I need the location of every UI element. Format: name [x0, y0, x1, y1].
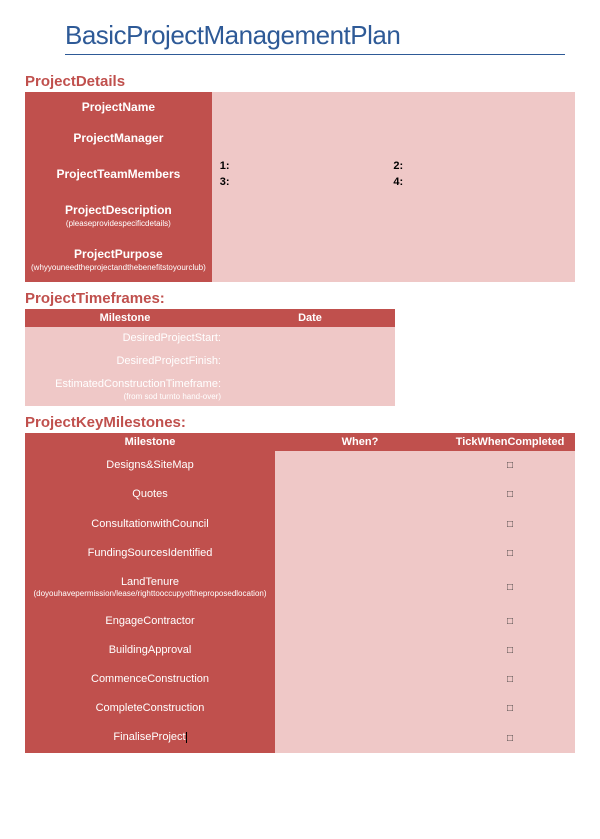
milestone-label: CommenceConstruction — [25, 665, 275, 694]
tf-val-ect[interactable] — [225, 373, 395, 406]
detail-value-name[interactable] — [212, 92, 575, 123]
milestone-label: FundingSourcesIdentified — [25, 539, 275, 568]
member-2[interactable]: 2: — [393, 158, 567, 174]
milestone-label: EngageContractor — [25, 607, 275, 636]
milestone-tick[interactable]: □ — [445, 539, 575, 568]
tf-header-milestone: Milestone — [25, 309, 225, 327]
milestone-tick[interactable]: □ — [445, 694, 575, 723]
milestone-label: FinaliseProject — [25, 723, 275, 752]
milestone-tick[interactable]: □ — [445, 480, 575, 509]
tf-val-finish[interactable] — [225, 350, 395, 373]
timeframes-table: Milestone Date DesiredProjectStart: Desi… — [25, 309, 395, 406]
text-cursor-icon — [186, 731, 187, 743]
milestone-when[interactable] — [275, 480, 445, 509]
milestone-tick[interactable]: □ — [445, 607, 575, 636]
document-title: BasicProjectManagementPlan — [65, 20, 565, 55]
milestone-label: Quotes — [25, 480, 275, 509]
milestone-tick[interactable]: □ — [445, 510, 575, 539]
detail-label-manager: ProjectManager — [25, 123, 212, 154]
detail-value-members[interactable]: 1: 2: 3: 4: — [212, 154, 575, 194]
detail-label-purpose: ProjectPurpose (whyyouneedtheprojectandt… — [25, 238, 212, 282]
milestone-when[interactable] — [275, 539, 445, 568]
tf-row-start: DesiredProjectStart: — [25, 327, 225, 350]
milestone-tick[interactable]: □ — [445, 665, 575, 694]
milestone-tick[interactable]: □ — [445, 636, 575, 665]
detail-value-manager[interactable] — [212, 123, 575, 154]
section-heading-milestones: ProjectKeyMilestones: — [25, 414, 575, 431]
ms-header-milestone: Milestone — [25, 433, 275, 451]
project-details-table: ProjectName ProjectManager ProjectTeamMe… — [25, 92, 575, 282]
section-heading-details: ProjectDetails — [25, 73, 575, 90]
milestone-label: LandTenure(doyouhavepermission/lease/rig… — [25, 568, 275, 607]
detail-value-description[interactable] — [212, 194, 575, 238]
ms-header-tick: TickWhenCompleted — [445, 433, 575, 451]
member-1[interactable]: 1: — [220, 158, 394, 174]
member-4[interactable]: 4: — [393, 174, 567, 190]
milestone-when[interactable] — [275, 451, 445, 480]
tf-row-finish: DesiredProjectFinish: — [25, 350, 225, 373]
milestone-when[interactable] — [275, 665, 445, 694]
detail-label-description: ProjectDescription (pleaseprovidespecifi… — [25, 194, 212, 238]
milestone-when[interactable] — [275, 607, 445, 636]
milestones-table: Milestone When? TickWhenCompleted Design… — [25, 433, 575, 752]
milestone-when[interactable] — [275, 636, 445, 665]
detail-label-name: ProjectName — [25, 92, 212, 123]
milestone-label: BuildingApproval — [25, 636, 275, 665]
milestone-when[interactable] — [275, 694, 445, 723]
ms-header-when: When? — [275, 433, 445, 451]
tf-row-ect: EstimatedConstructionTimeframe: (from so… — [25, 373, 225, 406]
milestone-when[interactable] — [275, 568, 445, 607]
milestone-label: ConsultationwithCouncil — [25, 510, 275, 539]
member-3[interactable]: 3: — [220, 174, 394, 190]
milestone-tick[interactable]: □ — [445, 451, 575, 480]
milestone-tick[interactable]: □ — [445, 723, 575, 752]
milestone-when[interactable] — [275, 723, 445, 752]
milestone-when[interactable] — [275, 510, 445, 539]
milestone-label: CompleteConstruction — [25, 694, 275, 723]
detail-value-purpose[interactable] — [212, 238, 575, 282]
section-heading-timeframes: ProjectTimeframes: — [25, 290, 575, 307]
milestone-tick[interactable]: □ — [445, 568, 575, 607]
tf-header-date: Date — [225, 309, 395, 327]
tf-val-start[interactable] — [225, 327, 395, 350]
milestone-label: Designs&SiteMap — [25, 451, 275, 480]
detail-label-members: ProjectTeamMembers — [25, 154, 212, 194]
